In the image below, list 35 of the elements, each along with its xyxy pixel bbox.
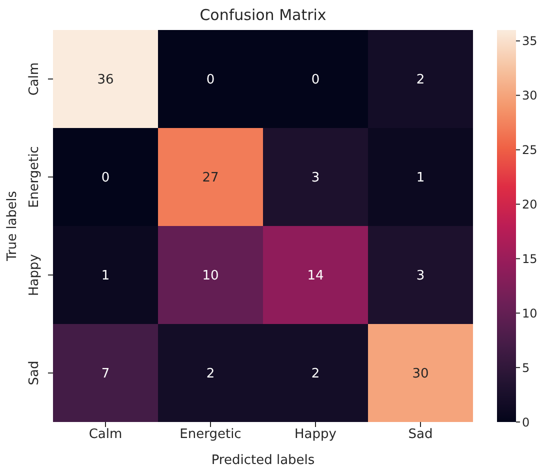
color-bar-label: 5 xyxy=(522,360,530,375)
data-label: 7 xyxy=(101,366,110,382)
data-label: 30 xyxy=(412,366,429,382)
y-tick-label: Happy xyxy=(27,254,42,296)
y-axis-title: True labels xyxy=(5,190,20,262)
x-tick-label: Energetic xyxy=(180,427,242,442)
data-label: 0 xyxy=(101,170,110,186)
data-label: 1 xyxy=(101,268,110,284)
data-label: 14 xyxy=(307,268,324,284)
y-tick-label: Sad xyxy=(27,360,42,386)
data-label: 2 xyxy=(416,72,425,88)
color-bar-label: 30 xyxy=(522,88,538,103)
data-label: 36 xyxy=(97,72,114,88)
data-label: 0 xyxy=(311,72,320,88)
x-tick-label: Happy xyxy=(294,427,337,442)
color-bar-label: 10 xyxy=(522,306,538,320)
color-bar-label: 25 xyxy=(522,143,538,158)
x-tick-label: Calm xyxy=(88,427,122,442)
x-axis-title: Predicted labels xyxy=(211,453,315,466)
data-label: 0 xyxy=(206,72,215,88)
y-tick-label: Energetic xyxy=(27,146,42,208)
data-label: 2 xyxy=(206,366,215,382)
y-tick-label: Calm xyxy=(27,62,42,96)
color-bar-label: 35 xyxy=(522,34,538,48)
color-bar-label: 15 xyxy=(522,252,538,266)
x-tick-label: Sad xyxy=(408,427,433,442)
data-label: 1 xyxy=(416,170,425,186)
data-label: 27 xyxy=(202,170,219,186)
chart-title: Confusion Matrix xyxy=(200,6,326,24)
data-label: 10 xyxy=(202,268,219,284)
data-label: 3 xyxy=(311,170,320,186)
data-label: 2 xyxy=(311,366,320,382)
color-bar-label: 20 xyxy=(522,197,538,212)
data-label: 3 xyxy=(416,268,425,284)
color-bar-label: 0 xyxy=(522,415,530,430)
